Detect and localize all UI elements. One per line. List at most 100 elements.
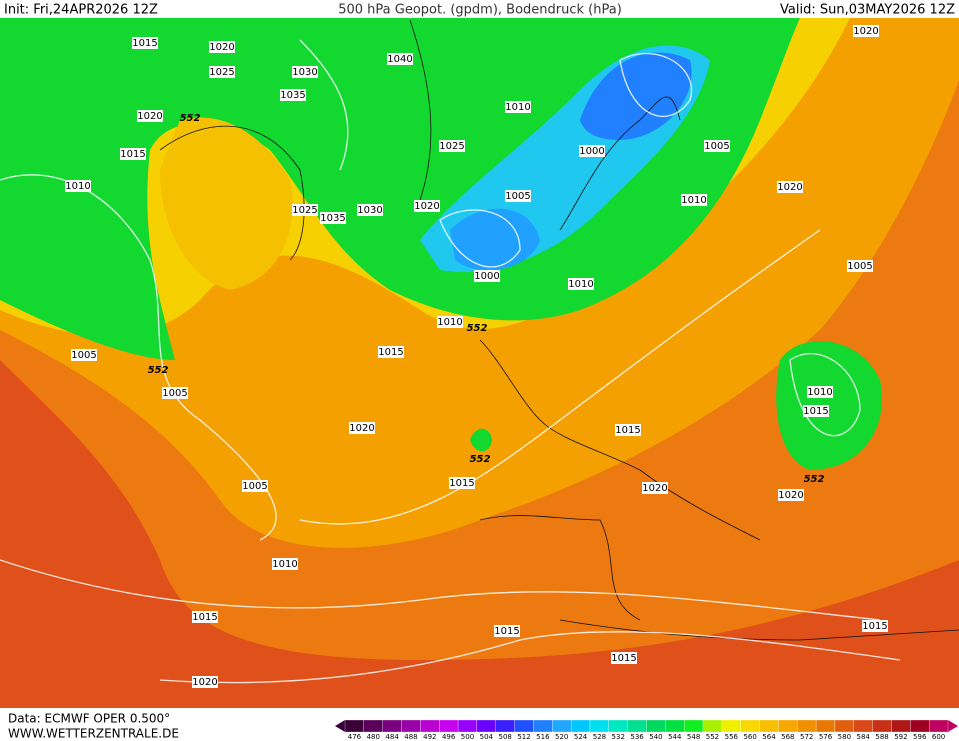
isobar-label: 1015 bbox=[803, 406, 828, 417]
colorbar-label: 560 bbox=[743, 733, 756, 741]
colorbar-label: 584 bbox=[857, 733, 871, 741]
isobar-label-box bbox=[387, 53, 413, 65]
colorbar-label: 504 bbox=[480, 733, 494, 741]
colorbar-swatch bbox=[363, 719, 383, 733]
isobar-label: 1025 bbox=[209, 67, 234, 78]
isobar-label-box bbox=[449, 477, 475, 489]
colorbar-label: 572 bbox=[800, 733, 813, 741]
colorbar-swatch bbox=[684, 719, 704, 733]
isobar-label-box bbox=[579, 145, 605, 157]
isobar-label: 1020 bbox=[209, 42, 234, 53]
colorbar-swatch bbox=[457, 719, 478, 733]
colorbar-label: 516 bbox=[536, 733, 550, 741]
isobar-label-box bbox=[192, 611, 218, 623]
isobar-label-box bbox=[494, 625, 520, 637]
colorbar-label: 552 bbox=[706, 733, 719, 741]
colorbar-label: 484 bbox=[385, 733, 399, 741]
isobar-label: 1010 bbox=[568, 279, 593, 290]
colorbar-label: 600 bbox=[932, 733, 945, 741]
isobar-label-box bbox=[611, 652, 637, 664]
colorbar-label: 556 bbox=[725, 733, 739, 741]
colorbar-label: 576 bbox=[819, 733, 833, 741]
data-source: Data: ECMWF OPER 0.500° bbox=[8, 712, 170, 726]
isobar-label: 1010 bbox=[505, 102, 530, 113]
isobar-label: 552 bbox=[148, 365, 169, 376]
colorbar-swatch bbox=[420, 719, 440, 733]
isobar-label: 1010 bbox=[681, 195, 706, 206]
colorbar-swatch bbox=[627, 719, 647, 733]
isobar-label: 1010 bbox=[437, 317, 462, 328]
isobar-label: 1005 bbox=[704, 141, 729, 152]
isobar-label: 1015 bbox=[449, 478, 474, 489]
isobar-label-box bbox=[137, 110, 163, 122]
isobar-label-box bbox=[847, 260, 873, 272]
isobar-label: 1015 bbox=[378, 347, 403, 358]
isobar-label: 1000 bbox=[474, 271, 499, 282]
colorbar-swatch bbox=[815, 719, 836, 733]
colorbar-swatch bbox=[533, 719, 553, 733]
colorbar-swatch bbox=[834, 719, 854, 733]
isobar-label-box bbox=[378, 346, 404, 358]
colorbar-swatch bbox=[476, 719, 496, 733]
colorbar-label: 568 bbox=[781, 733, 794, 741]
green-cutoff bbox=[470, 428, 492, 452]
isobar-label-box bbox=[807, 386, 833, 398]
isobar-label: 1015 bbox=[192, 612, 217, 623]
isobar-label-box bbox=[357, 204, 383, 216]
isobar-label: 1020 bbox=[778, 490, 803, 501]
isobar-label: 1030 bbox=[292, 67, 317, 78]
colorbar-swatch bbox=[759, 719, 779, 733]
colorbar-swatch bbox=[439, 719, 459, 733]
colorbar-label: 520 bbox=[555, 733, 568, 741]
colorbar-label: 548 bbox=[687, 733, 700, 741]
isobar-label: 552 bbox=[180, 113, 201, 124]
isobar-label: 1020 bbox=[642, 483, 667, 494]
colorbar-label: 496 bbox=[442, 733, 456, 741]
colorbar-label: 500 bbox=[461, 733, 474, 741]
isobar-label: 552 bbox=[467, 323, 488, 334]
colorbar-swatch bbox=[929, 719, 949, 733]
isobar-label: 1015 bbox=[862, 621, 887, 632]
isobar-label: 1015 bbox=[120, 149, 145, 160]
isobar-label: 552 bbox=[804, 474, 825, 485]
colorbar-label: 488 bbox=[404, 733, 417, 741]
colorbar-label: 536 bbox=[630, 733, 644, 741]
colorbar-arrow bbox=[948, 720, 958, 732]
isobar-label: 1020 bbox=[853, 26, 878, 37]
isobar-label: 1005 bbox=[162, 388, 187, 399]
isobar-label: 1015 bbox=[611, 653, 636, 664]
isobar-label: 1005 bbox=[71, 350, 96, 361]
init-time: Init: Fri,24APR2026 12Z bbox=[4, 3, 158, 18]
colorbar-label: 532 bbox=[612, 733, 625, 741]
isobar-label-box bbox=[242, 480, 268, 492]
yellow-ridge bbox=[160, 117, 293, 290]
isobar-label: 1035 bbox=[280, 90, 305, 101]
map-title: 500 hPa Geopot. (gpdm), Bodendruck (hPa) bbox=[338, 3, 622, 18]
colorbar-swatch bbox=[646, 719, 666, 733]
isobar-label-box bbox=[120, 148, 146, 160]
isobar-label-box bbox=[615, 424, 641, 436]
isobar-label-box bbox=[474, 270, 500, 282]
site-name: WWW.WETTERZENTRALE.DE bbox=[8, 727, 179, 741]
colorbar-label: 544 bbox=[668, 733, 682, 741]
isobar-label: 1025 bbox=[292, 205, 317, 216]
colorbar-label: 540 bbox=[649, 733, 662, 741]
valid-time: Valid: Sun,03MAY2026 12Z bbox=[780, 3, 955, 18]
colorbar-swatch bbox=[778, 719, 798, 733]
isobar-label-box bbox=[280, 89, 306, 101]
colorbar-label: 564 bbox=[762, 733, 776, 741]
isobar-label-box bbox=[505, 101, 531, 113]
colorbar-swatch bbox=[891, 719, 911, 733]
isobar-label: 1030 bbox=[357, 205, 382, 216]
isobar-label: 1015 bbox=[132, 38, 157, 49]
colorbar-swatch bbox=[853, 719, 873, 733]
isobar-label: 1020 bbox=[777, 182, 802, 193]
isobar-label-box bbox=[272, 558, 298, 570]
isobar-label-box bbox=[862, 620, 888, 632]
isobar-label-box bbox=[642, 482, 668, 494]
isobar-label: 1010 bbox=[272, 559, 297, 570]
isobar-label-box bbox=[778, 489, 804, 501]
colorbar-label: 592 bbox=[894, 733, 907, 741]
isobar-label-box bbox=[704, 140, 730, 152]
isobar-label: 1035 bbox=[320, 213, 345, 224]
